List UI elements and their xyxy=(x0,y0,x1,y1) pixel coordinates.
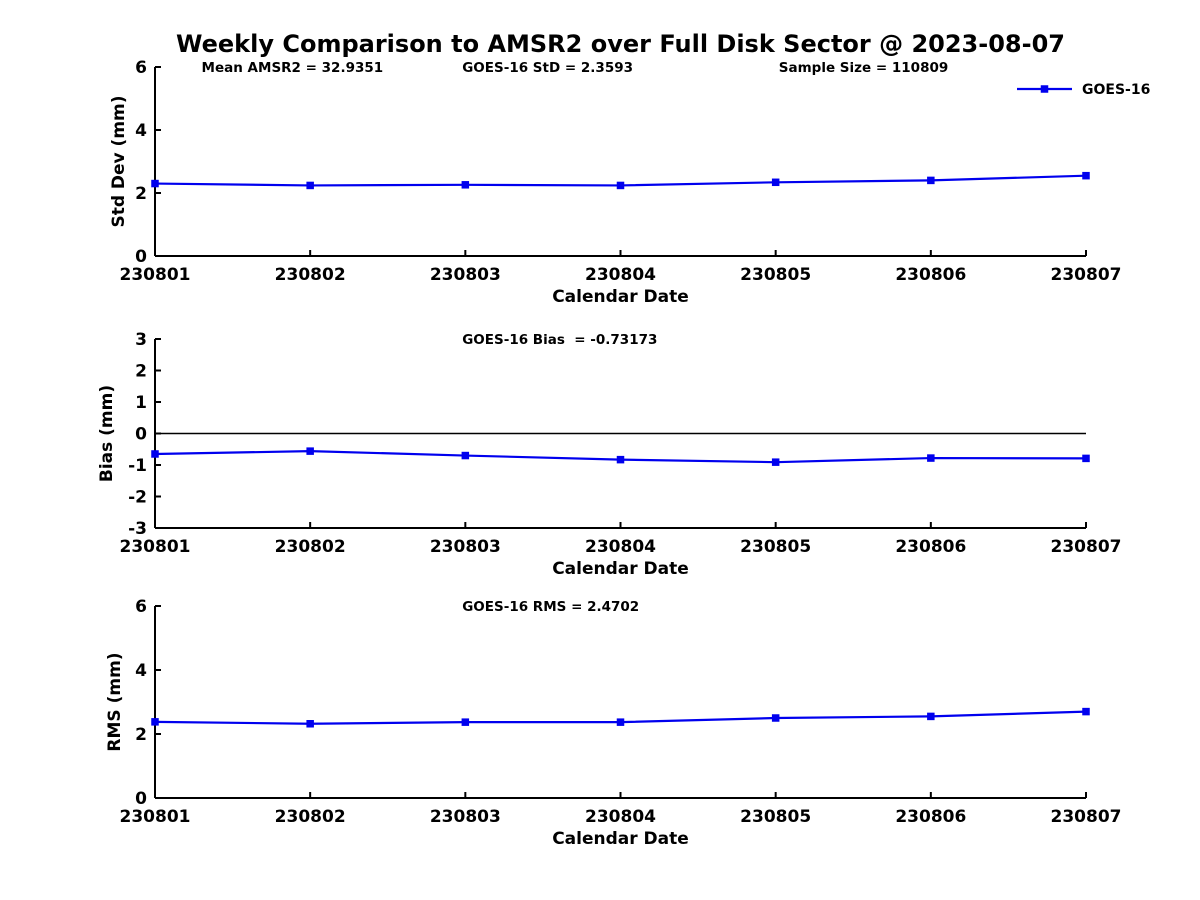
y-tick-label: -2 xyxy=(128,488,147,508)
annotation-text: Sample Size = 110809 xyxy=(779,60,948,76)
x-tick-label: 230803 xyxy=(430,807,501,827)
data-marker xyxy=(461,181,470,189)
y-tick-label: 2 xyxy=(135,725,147,745)
x-tick-label: 230801 xyxy=(120,807,191,827)
y-axis-title: Std Dev (mm) xyxy=(109,95,129,227)
annotation-text: GOES-16 RMS = 2.4702 xyxy=(462,599,639,615)
data-marker xyxy=(616,455,625,464)
x-tick-label: 230806 xyxy=(895,265,966,285)
x-axis-title: Calendar Date xyxy=(552,829,689,849)
x-tick-label: 230805 xyxy=(740,265,811,285)
data-marker xyxy=(151,718,159,726)
data-marker xyxy=(771,458,780,466)
x-tick-label: 230807 xyxy=(1051,807,1122,827)
data-marker xyxy=(306,720,314,728)
data-marker xyxy=(771,714,780,722)
x-tick-label: 230807 xyxy=(1051,537,1122,557)
y-tick-label: -1 xyxy=(128,456,147,476)
data-marker xyxy=(771,178,780,187)
data-marker xyxy=(927,454,935,462)
y-tick-label: 0 xyxy=(135,247,147,267)
y-tick-label: 4 xyxy=(135,661,147,681)
y-tick-label: -3 xyxy=(128,519,147,539)
data-marker xyxy=(616,181,625,190)
x-tick-label: 230803 xyxy=(430,265,501,285)
x-tick-label: 230803 xyxy=(430,537,501,557)
x-axis-title: Calendar Date xyxy=(552,287,689,307)
x-tick-label: 230801 xyxy=(120,537,191,557)
data-marker xyxy=(461,451,470,460)
x-tick-label: 230802 xyxy=(275,537,346,557)
x-tick-label: 230806 xyxy=(895,537,966,557)
x-tick-label: 230805 xyxy=(740,807,811,827)
x-tick-label: 230806 xyxy=(895,807,966,827)
data-marker xyxy=(151,450,159,458)
x-tick-label: 230804 xyxy=(585,807,656,827)
figure-title: Weekly Comparison to AMSR2 over Full Dis… xyxy=(176,30,1065,58)
x-tick-label: 230802 xyxy=(275,265,346,285)
y-tick-label: 2 xyxy=(135,184,147,204)
y-tick-label: 6 xyxy=(135,58,147,78)
data-marker xyxy=(927,176,935,185)
y-tick-label: 6 xyxy=(135,597,147,617)
x-axis-title: Calendar Date xyxy=(552,559,689,579)
annotation-text: GOES-16 StD = 2.3593 xyxy=(462,60,633,76)
x-tick-label: 230805 xyxy=(740,537,811,557)
x-tick-label: 230804 xyxy=(585,537,656,557)
annotation-text: GOES-16 Bias = -0.73173 xyxy=(462,332,657,348)
data-marker xyxy=(1082,171,1090,180)
y-tick-label: 1 xyxy=(135,393,147,413)
data-marker xyxy=(927,712,935,721)
data-marker xyxy=(306,181,314,190)
y-tick-label: 0 xyxy=(135,789,147,809)
data-marker xyxy=(1082,454,1090,463)
y-tick-label: 3 xyxy=(135,330,147,350)
y-axis-title: RMS (mm) xyxy=(105,652,125,751)
y-tick-label: 2 xyxy=(135,362,147,382)
x-tick-label: 230807 xyxy=(1051,265,1122,285)
x-tick-label: 230804 xyxy=(585,265,656,285)
data-marker xyxy=(461,718,470,726)
legend-label: GOES-16 xyxy=(1082,82,1150,98)
legend-marker xyxy=(1040,85,1049,93)
y-axis-title: Bias (mm) xyxy=(97,385,117,482)
y-tick-label: 4 xyxy=(135,121,147,141)
annotation-text: Mean AMSR2 = 32.9351 xyxy=(202,60,384,76)
data-marker xyxy=(616,718,625,726)
x-tick-label: 230802 xyxy=(275,807,346,827)
data-marker xyxy=(1082,707,1090,716)
data-marker xyxy=(151,179,159,188)
data-marker xyxy=(306,447,314,455)
y-tick-label: 0 xyxy=(135,425,147,445)
x-tick-label: 230801 xyxy=(120,265,191,285)
